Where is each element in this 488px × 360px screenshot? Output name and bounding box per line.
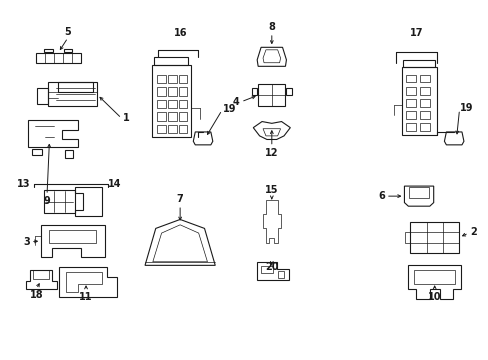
Bar (419, 87, 429, 95)
Bar (419, 123, 429, 131)
Bar (406, 99, 415, 107)
Text: 16: 16 (174, 28, 187, 38)
Bar (37, 87, 48, 104)
Bar (178, 75, 187, 83)
Bar (58, 82, 93, 93)
Text: 4: 4 (232, 97, 239, 107)
Bar (406, 87, 415, 95)
Bar (167, 112, 176, 121)
Text: 9: 9 (43, 196, 50, 206)
Bar (419, 75, 429, 82)
Bar (36, 53, 81, 63)
Bar (157, 100, 165, 108)
Bar (33, 270, 49, 279)
Text: 7: 7 (176, 194, 183, 204)
Bar (167, 125, 176, 134)
Bar (157, 125, 165, 134)
Bar (406, 75, 415, 82)
Text: 19: 19 (222, 104, 236, 114)
Bar (32, 149, 42, 155)
Text: 19: 19 (459, 103, 472, 113)
Bar (178, 112, 187, 121)
Bar (406, 111, 415, 119)
Bar (48, 82, 97, 106)
Bar (154, 57, 188, 65)
Bar (285, 88, 291, 95)
Text: 6: 6 (377, 191, 384, 201)
Bar (178, 100, 187, 108)
Bar (251, 88, 257, 95)
Bar (178, 87, 187, 96)
Text: 5: 5 (64, 27, 71, 37)
Bar (167, 87, 176, 96)
Bar (409, 222, 458, 253)
Text: 15: 15 (264, 185, 278, 195)
Bar (403, 60, 434, 67)
Bar (419, 111, 429, 119)
Text: 14: 14 (108, 179, 121, 189)
Text: 10: 10 (427, 292, 441, 302)
Bar (157, 112, 165, 121)
Bar (260, 266, 272, 273)
Bar (63, 49, 72, 52)
Text: 20: 20 (264, 262, 278, 272)
Text: 17: 17 (409, 28, 423, 38)
Bar (258, 84, 285, 106)
Bar (157, 87, 165, 96)
Text: 11: 11 (79, 292, 93, 302)
Text: 1: 1 (122, 113, 129, 123)
Bar (401, 67, 436, 135)
Text: 3: 3 (23, 237, 30, 247)
Bar (406, 123, 415, 131)
Text: 12: 12 (264, 148, 278, 158)
Bar (152, 65, 190, 137)
Bar (64, 150, 73, 158)
Bar (277, 271, 283, 278)
Text: 8: 8 (268, 22, 275, 32)
Bar (167, 75, 176, 83)
Text: 13: 13 (17, 179, 30, 189)
Bar (178, 125, 187, 134)
Text: 2: 2 (469, 227, 475, 237)
Bar (408, 187, 428, 198)
Bar (157, 75, 165, 83)
Bar (44, 49, 53, 52)
Bar (167, 100, 176, 108)
Text: 18: 18 (29, 290, 43, 300)
Bar (419, 99, 429, 107)
